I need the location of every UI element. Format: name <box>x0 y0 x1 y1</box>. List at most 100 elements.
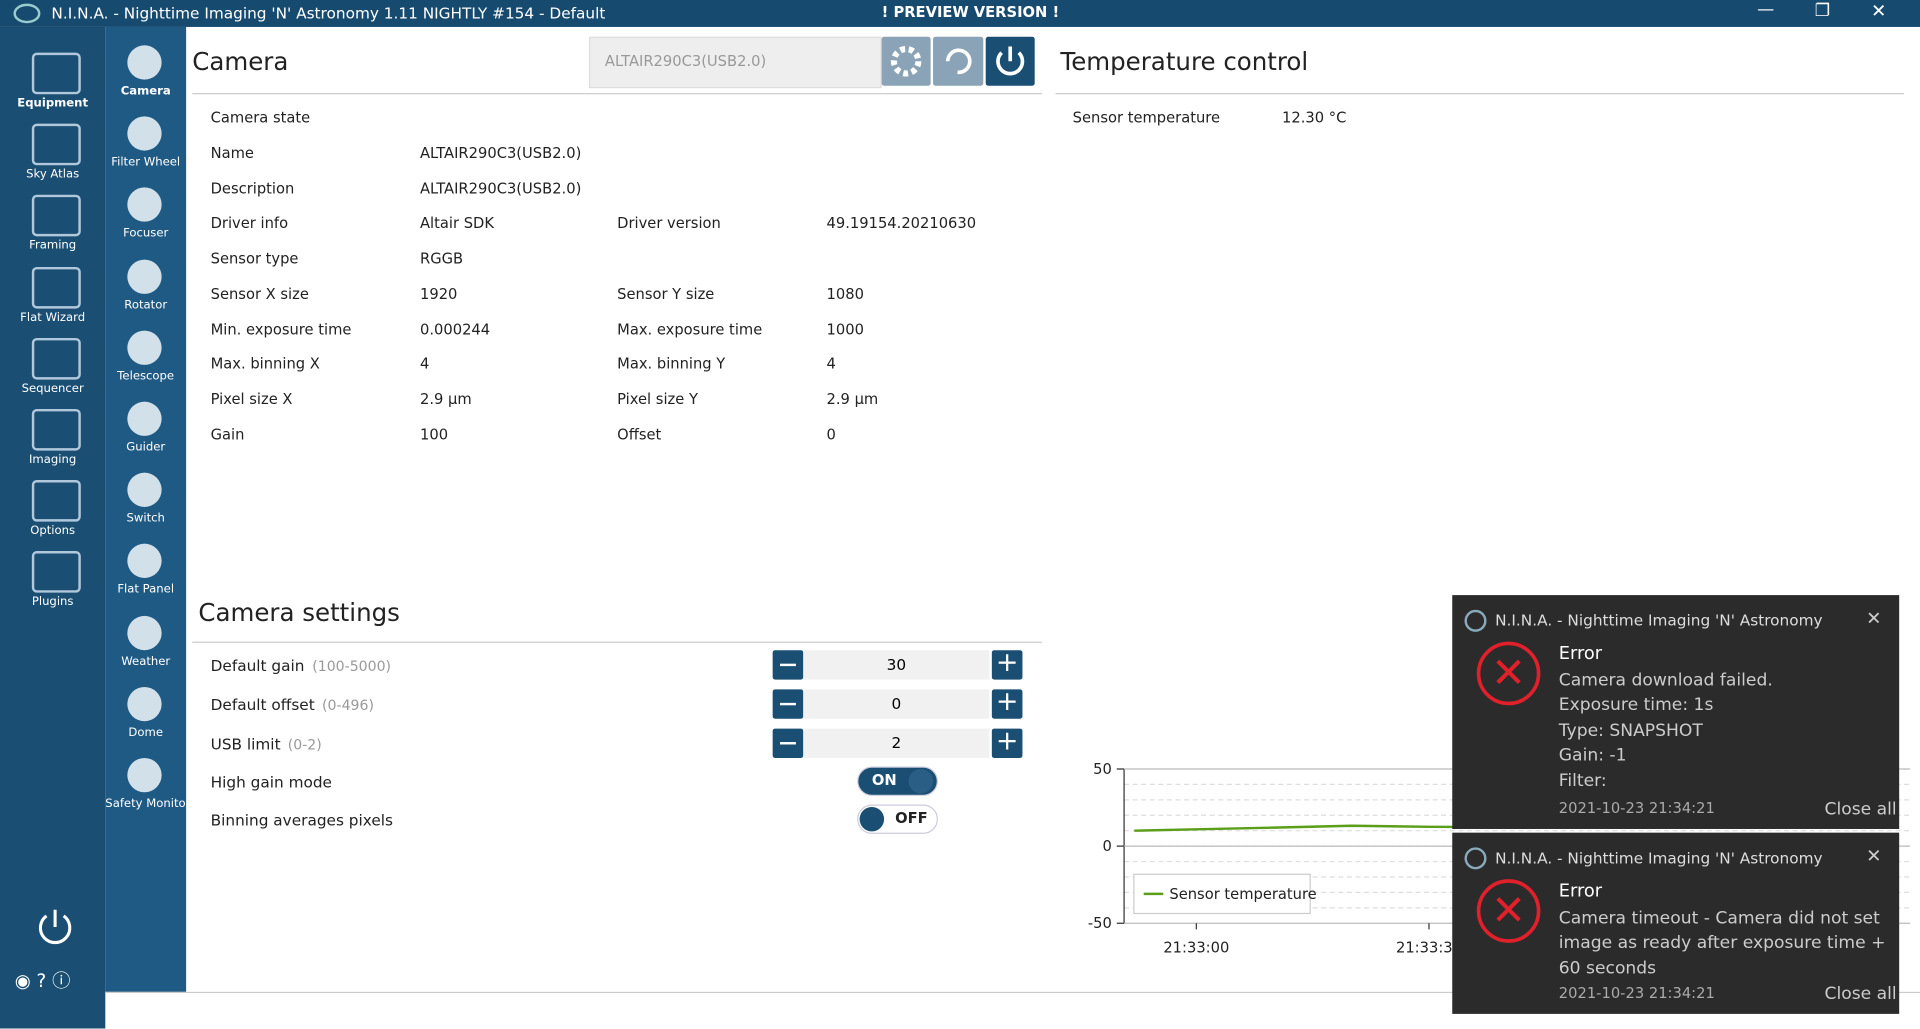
nav-item[interactable]: Flat Panel <box>117 583 175 597</box>
nav-icon[interactable] <box>127 615 162 650</box>
close-all-button[interactable]: Close all <box>1824 984 1897 1005</box>
decrement-button[interactable] <box>772 689 804 719</box>
nav-item[interactable]: Rotator <box>124 298 168 312</box>
nav-item[interactable]: Sky Atlas <box>26 167 80 182</box>
notification-title: Error <box>1558 644 1603 664</box>
nav-icon[interactable] <box>31 408 81 451</box>
nav-icon[interactable] <box>127 187 162 223</box>
nav-item[interactable]: Focuser <box>123 227 169 241</box>
message-line: Type: SNAPSHOT <box>1558 720 1703 741</box>
nav-item[interactable]: Safety Monitor <box>105 797 191 811</box>
toggle-switch[interactable]: OFF <box>857 803 938 834</box>
property-label: Driver version <box>617 214 721 232</box>
nav-icon[interactable] <box>127 116 162 151</box>
decrement-button[interactable] <box>772 728 804 758</box>
nav-icon[interactable] <box>127 330 162 365</box>
status-line <box>105 991 1920 994</box>
nav-icon[interactable] <box>127 259 162 294</box>
power-icon[interactable] <box>34 906 76 948</box>
nav-icon[interactable] <box>31 551 81 594</box>
nav-item[interactable]: Imaging <box>29 453 77 467</box>
toggle-switch[interactable]: ON <box>857 766 938 796</box>
nav-item[interactable]: Plugins <box>31 595 74 610</box>
nav-item[interactable]: Equipment <box>17 96 89 111</box>
main-sidebar <box>0 26 106 1029</box>
property-value: 1000 <box>826 320 864 338</box>
setup-button[interactable] <box>881 36 931 86</box>
nav-item[interactable]: Weather <box>121 654 171 669</box>
maximize-button[interactable]: ❐ <box>1814 1 1831 21</box>
close-all-button[interactable]: Close all <box>1824 799 1897 820</box>
nav-icon[interactable] <box>127 472 162 508</box>
increment-button[interactable]: + <box>991 650 1023 680</box>
nav-icon[interactable] <box>127 686 162 721</box>
nav-icon[interactable] <box>127 401 162 436</box>
increment-button[interactable]: + <box>991 728 1023 758</box>
notification-close[interactable]: ✕ <box>1866 844 1882 867</box>
nav-item[interactable]: Flat Wizard <box>20 310 86 324</box>
x-tick-label: 21:33:30 <box>1396 940 1462 957</box>
connect-button[interactable] <box>985 36 1035 86</box>
nav-item[interactable]: Filter Wheel <box>111 155 181 170</box>
setting-input[interactable]: 0 <box>803 689 990 719</box>
setting-range: (0-2) <box>287 735 322 754</box>
property-label: Gain <box>210 425 245 443</box>
property-label: Max. binning Y <box>617 355 726 373</box>
property-label: Description <box>210 179 295 197</box>
nav-icon[interactable] <box>127 45 162 80</box>
camera-title: Camera <box>192 46 289 76</box>
nav-item[interactable]: Options <box>30 524 76 538</box>
property-value: ALTAIR290C3(USB2.0) <box>420 144 582 162</box>
minimize-button[interactable]: — <box>1757 0 1775 20</box>
nav-icon[interactable] <box>127 757 162 793</box>
property-value: Altair SDK <box>420 214 494 232</box>
property-value: 0 <box>826 425 836 443</box>
nav-item[interactable]: Framing <box>29 239 77 253</box>
device-selected: ALTAIR290C3(USB2.0) <box>604 52 767 70</box>
device-dropdown[interactable] <box>588 36 882 89</box>
nav-icon[interactable] <box>31 123 81 166</box>
notification-title: Error <box>1558 881 1603 902</box>
setting-input[interactable]: 30 <box>803 650 990 680</box>
nav-icon[interactable] <box>31 195 81 237</box>
property-value: 1080 <box>826 285 864 303</box>
nav-item[interactable]: Sequencer <box>21 381 84 396</box>
nav-icon[interactable] <box>31 266 81 309</box>
separator <box>192 93 1043 95</box>
property-label: Name <box>210 144 254 162</box>
nav-item[interactable]: Switch <box>126 512 165 526</box>
decrement-button[interactable] <box>772 650 804 680</box>
y-tick-label: 0 <box>1102 838 1111 855</box>
increment-button[interactable]: + <box>991 689 1023 719</box>
app-icon <box>13 3 41 24</box>
notification-close[interactable]: ✕ <box>1866 607 1882 630</box>
notification: N.I.N.A. - Nighttime Imaging 'N' Astrono… <box>1452 595 1900 829</box>
title-bar <box>0 0 1920 27</box>
nav-item[interactable]: Camera <box>120 84 171 98</box>
nav-item[interactable]: Guider <box>126 440 166 455</box>
property-label: Min. exposure time <box>210 320 352 338</box>
close-button[interactable]: ✕ <box>1871 0 1887 23</box>
property-label: Sensor X size <box>210 285 309 303</box>
notification: N.I.N.A. - Nighttime Imaging 'N' Astrono… <box>1452 832 1900 1014</box>
nav-icon[interactable] <box>31 480 81 522</box>
property-value: 1920 <box>420 285 458 303</box>
message-line: Camera timeout - Camera did not set imag… <box>1558 908 1886 979</box>
nav-icon[interactable] <box>31 52 81 95</box>
property-label: Sensor Y size <box>617 285 715 303</box>
refresh-button[interactable] <box>933 36 984 86</box>
toggle-state: ON <box>871 771 897 789</box>
property-value: ALTAIR290C3(USB2.0) <box>420 179 582 197</box>
toggle-label: Binning averages pixels <box>210 810 394 829</box>
nav-item[interactable]: Telescope <box>117 369 175 384</box>
nav-icon[interactable] <box>127 544 162 579</box>
nav-item[interactable]: Dome <box>128 725 163 740</box>
nav-icon[interactable] <box>31 337 81 380</box>
setting-input[interactable]: 2 <box>803 728 990 758</box>
help-icons[interactable]: ◉ ? ⓘ <box>14 969 71 992</box>
property-label: Sensor type <box>210 249 299 268</box>
temperature-title: Temperature control <box>1060 46 1309 76</box>
toggle-knob <box>859 806 885 831</box>
property-label: Offset <box>617 425 662 443</box>
